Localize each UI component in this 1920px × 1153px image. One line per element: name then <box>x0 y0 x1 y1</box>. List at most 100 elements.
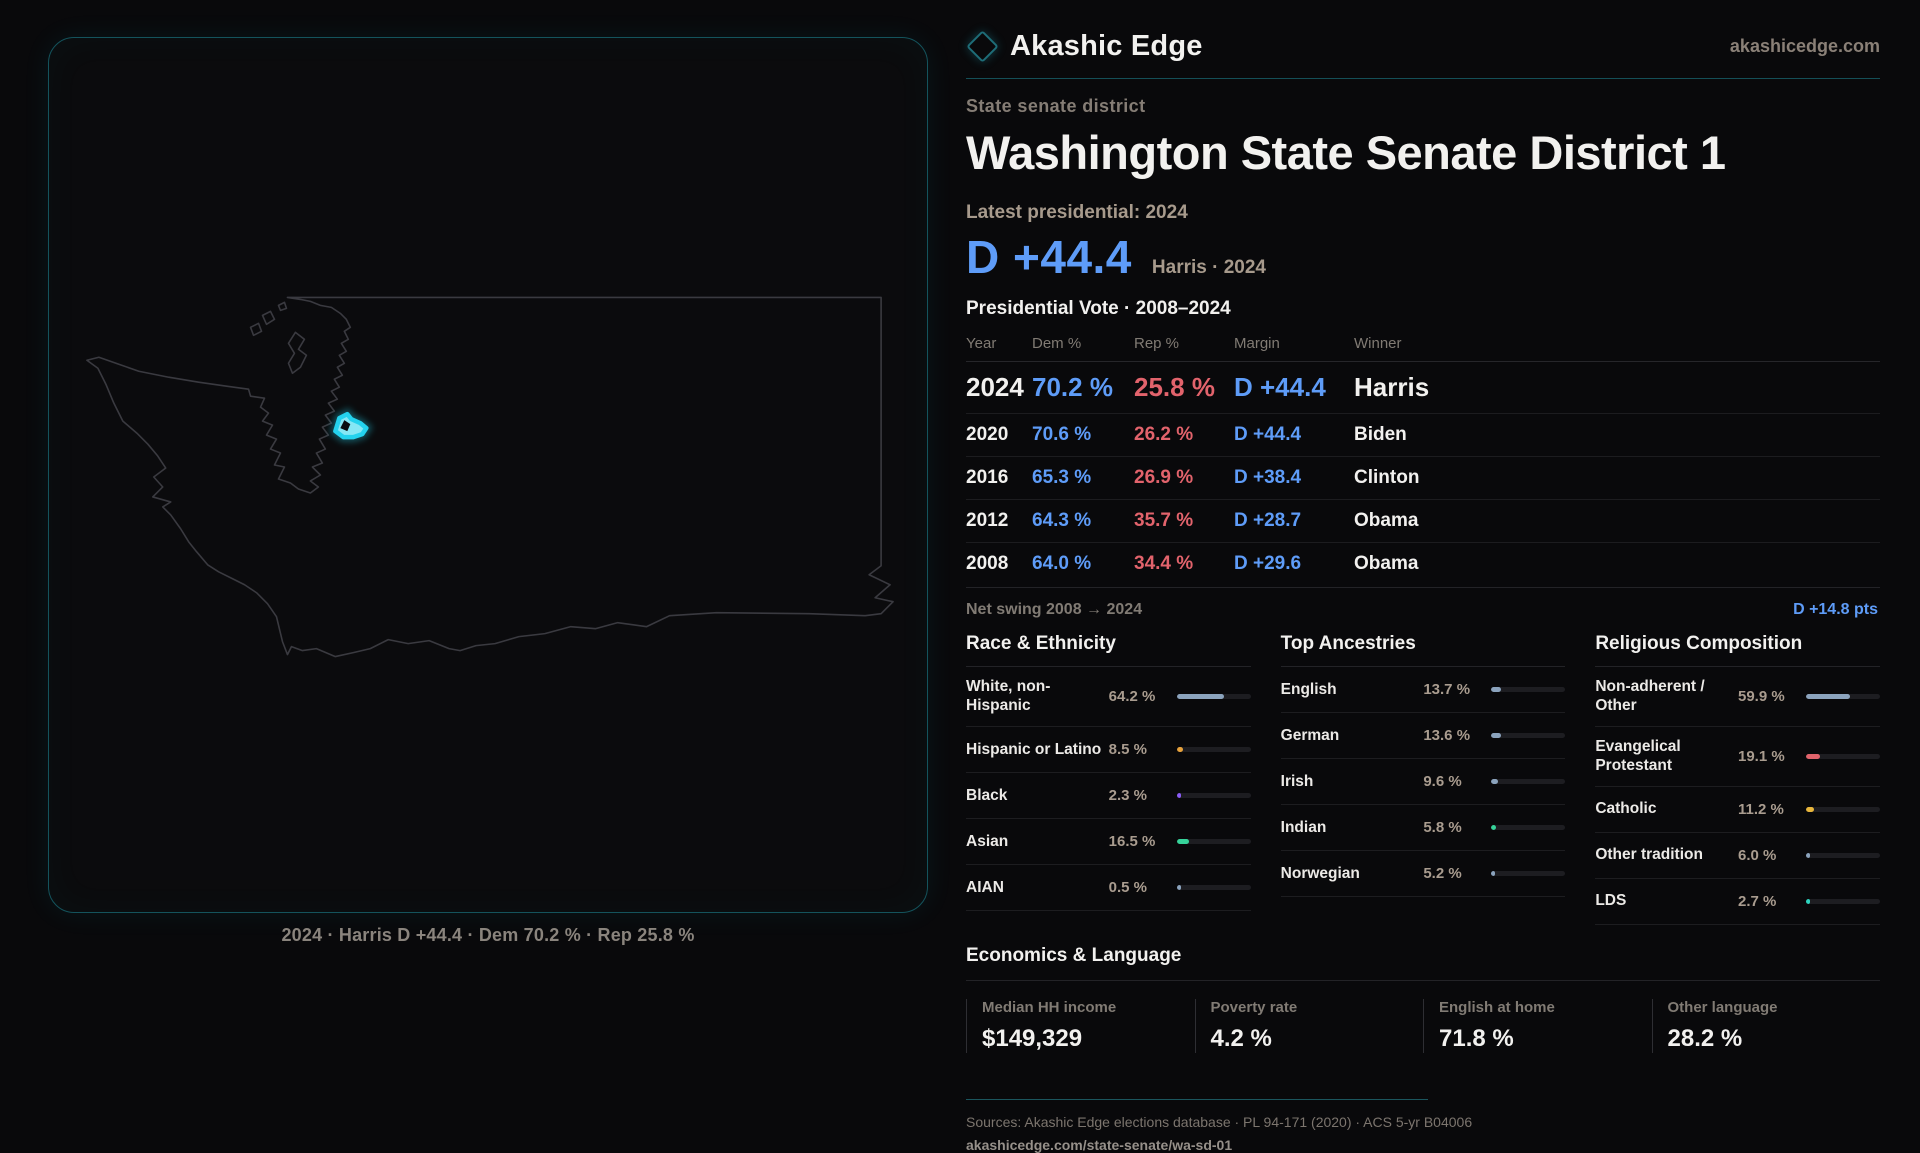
vote-table-title: Presidential Vote · 2008–2024 <box>966 298 1231 319</box>
economics-title: Economics & Language <box>966 944 1182 966</box>
stat-median-income: Median HH income $149,329 <box>966 998 1195 1053</box>
demo-row: Norwegian 5.2 % <box>1280 851 1566 897</box>
demo-bar <box>1176 746 1251 752</box>
section-title: Race & Ethnicity <box>966 633 1251 667</box>
demo-value: 8.5 % <box>1108 740 1148 758</box>
cell-dem: 64.3 % <box>1032 510 1092 531</box>
header-divider <box>966 78 1880 79</box>
stat-label: Other language <box>1667 998 1778 1016</box>
district-shape[interactable] <box>333 411 369 440</box>
demo-bar <box>1176 792 1251 798</box>
demo-row: English 13.7 % <box>1280 667 1566 713</box>
demo-row: LDS 2.7 % <box>1595 879 1880 925</box>
cell-margin: D +38.4 <box>1234 467 1302 488</box>
demo-label: White, non-Hispanic <box>966 678 1051 715</box>
demo-label: Hispanic or Latino <box>966 740 1102 758</box>
page-title: Washington State Senate District 1 <box>966 126 1726 179</box>
col-margin: Margin <box>1234 335 1280 352</box>
cell-dem: 65.3 % <box>1032 467 1092 488</box>
stat-label: English at home <box>1439 998 1555 1016</box>
cell-winner: Obama <box>1354 510 1419 531</box>
cell-winner: Harris <box>1354 372 1430 402</box>
cell-year: 2016 <box>966 467 1009 488</box>
demographics-grid: Race & Ethnicity White, non-Hispanic 64.… <box>966 633 1880 925</box>
economics-stats: Median HH income $149,329 Poverty rate 4… <box>966 998 1881 1053</box>
cell-margin: D +44.4 <box>1234 372 1326 402</box>
demo-bar <box>1805 898 1880 904</box>
demo-bar <box>1176 838 1251 844</box>
map-caption: 2024 · Harris D +44.4 · Dem 70.2 % · Rep… <box>281 925 695 945</box>
demo-row: Irish 9.6 % <box>1280 759 1566 805</box>
demo-bar <box>1805 693 1880 699</box>
demo-label: Norwegian <box>1280 864 1360 882</box>
demo-label: German <box>1280 726 1340 744</box>
demo-row: Evangelical Protestant 19.1 % <box>1595 727 1880 787</box>
headline-margin-row: D +44.4 Harris · 2024 <box>966 230 1880 284</box>
demo-row: Catholic 11.2 % <box>1595 787 1880 833</box>
stat-value: 4.2 % <box>1210 1024 1272 1052</box>
col-winner: Winner <box>1354 335 1402 352</box>
state-map-panel <box>48 37 928 913</box>
demo-bar <box>1176 884 1251 890</box>
stat-other-language: Other language 28.2 % <box>1651 998 1881 1053</box>
islands-outline <box>249 301 308 375</box>
presidential-vote-table: Year Dem % Rep % Margin Winner 2024 70.2… <box>966 326 1880 585</box>
demo-label: AIAN <box>966 878 1004 896</box>
footer: Sources: Akashic Edge elections database… <box>966 1098 1880 1153</box>
sources-text: Sources: Akashic Edge elections database… <box>966 1113 1473 1130</box>
table-row: 2024 70.2 % 25.8 % D +44.4 Harris <box>966 362 1880 414</box>
cell-rep: 25.8 % <box>1134 372 1215 402</box>
cell-margin: D +44.4 <box>1234 424 1302 445</box>
cell-year: 2012 <box>966 510 1009 531</box>
cell-dem: 70.2 % <box>1032 372 1113 402</box>
stat-value: 71.8 % <box>1439 1024 1514 1052</box>
demo-label: Catholic <box>1595 800 1657 818</box>
section-title: Top Ancestries <box>1280 633 1566 667</box>
demo-value: 16.5 % <box>1108 832 1156 850</box>
demo-value: 64.2 % <box>1108 687 1156 705</box>
info-column: Akashic Edge akashicedge.com State senat… <box>966 0 1880 1153</box>
demo-value: 2.3 % <box>1108 786 1148 804</box>
demo-label: Other tradition <box>1595 846 1703 864</box>
demo-bar <box>1491 825 1566 830</box>
demo-row: AIAN 0.5 % <box>966 865 1251 911</box>
demo-label: LDS <box>1595 892 1627 910</box>
demo-bar <box>1176 693 1251 699</box>
demo-value: 5.2 % <box>1423 865 1462 882</box>
district-type-label: State senate district <box>966 96 1146 116</box>
brand-diamond-icon <box>966 30 999 63</box>
demo-bar <box>1491 733 1566 738</box>
permalink[interactable]: akashicedge.com/state-senate/wa-sd-01 <box>966 1136 1233 1153</box>
stat-label: Median HH income <box>982 998 1117 1016</box>
demo-label: Indian <box>1280 818 1327 836</box>
demo-value: 59.9 % <box>1737 687 1785 705</box>
brand-domain-link[interactable]: akashicedge.com <box>1729 36 1880 56</box>
brand-name: Akashic Edge <box>1010 30 1203 62</box>
cell-margin: D +29.6 <box>1234 553 1302 574</box>
economics-divider <box>966 979 1880 981</box>
cell-winner: Biden <box>1354 424 1407 445</box>
cell-year: 2020 <box>966 424 1009 445</box>
table-header-row: Year Dem % Rep % Margin Winner <box>966 326 1880 362</box>
latest-presidential-label: Latest presidential: 2024 <box>966 202 1188 223</box>
demo-label: Evangelical Protestant <box>1595 737 1681 775</box>
religion-section: Religious Composition Non-adherent / Oth… <box>1595 633 1880 925</box>
cell-rep: 26.9 % <box>1134 467 1194 488</box>
table-row: 2016 65.3 % 26.9 % D +38.4 Clinton <box>966 457 1880 500</box>
net-swing-label: Net swing 2008 → 2024 <box>966 601 1143 618</box>
stat-value: 28.2 % <box>1667 1024 1743 1052</box>
header: Akashic Edge akashicedge.com <box>966 30 1880 63</box>
cell-margin: D +28.7 <box>1234 510 1302 531</box>
footer-divider <box>966 1098 1428 1100</box>
stat-poverty-rate: Poverty rate 4.2 % <box>1194 998 1424 1053</box>
demo-label: Non-adherent / Other <box>1595 678 1705 715</box>
demo-bar <box>1491 687 1566 692</box>
demo-value: 2.7 % <box>1737 892 1777 910</box>
col-dem: Dem % <box>1032 335 1082 352</box>
cell-dem: 64.0 % <box>1032 553 1092 574</box>
demo-value: 0.5 % <box>1108 878 1148 896</box>
net-swing-value: D +14.8 pts <box>1793 601 1878 618</box>
cell-rep: 26.2 % <box>1134 424 1194 445</box>
race-ethnicity-section: Race & Ethnicity White, non-Hispanic 64.… <box>966 633 1251 925</box>
demo-bar <box>1805 806 1880 812</box>
